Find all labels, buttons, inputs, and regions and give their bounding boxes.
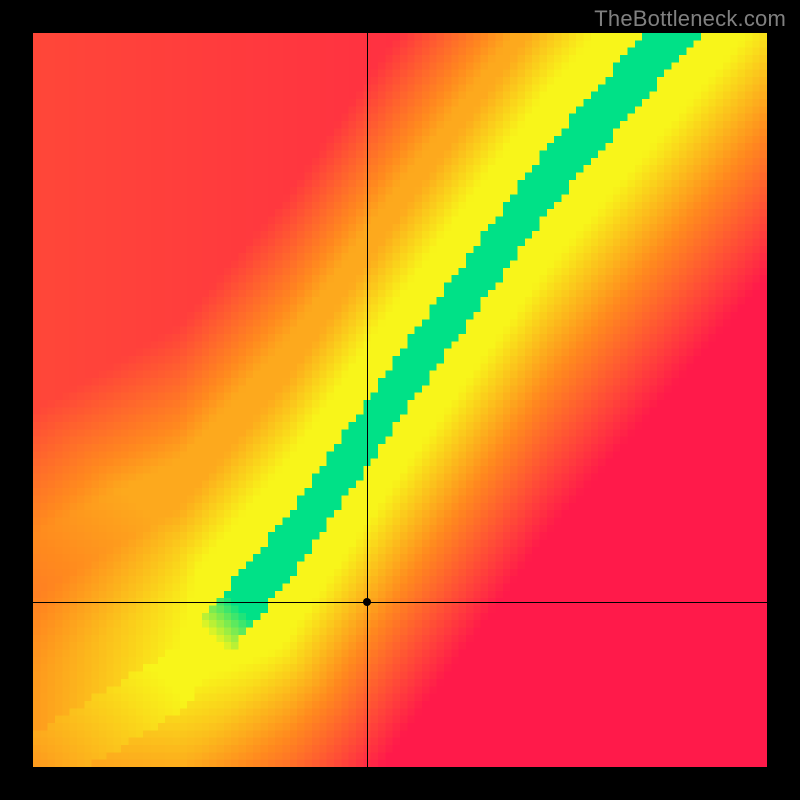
heatmap-canvas <box>33 33 767 767</box>
crosshair-vertical <box>367 33 368 767</box>
crosshair-point <box>363 598 371 606</box>
watermark-text: TheBottleneck.com <box>594 6 786 32</box>
crosshair-horizontal <box>33 602 767 603</box>
heatmap-plot <box>33 33 767 767</box>
chart-container: TheBottleneck.com <box>0 0 800 800</box>
